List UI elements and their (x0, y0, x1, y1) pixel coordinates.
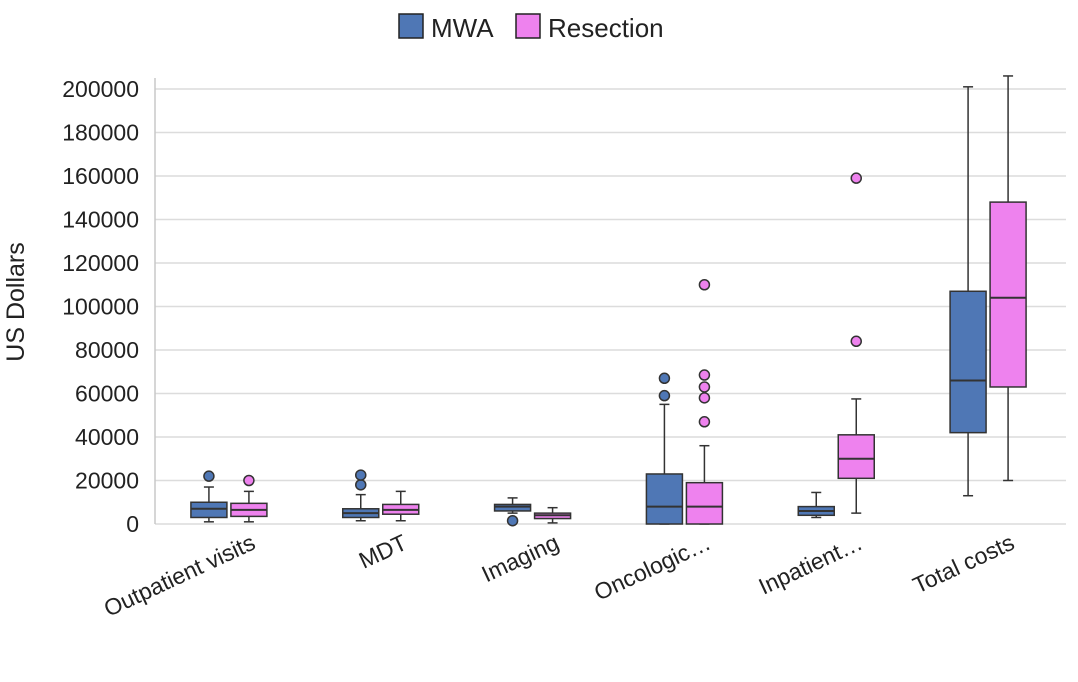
y-tick-label: 60000 (75, 381, 139, 407)
outlier-point (850, 335, 862, 348)
box-mwa-2 (493, 497, 532, 527)
legend-label-mwa: MWA (431, 13, 494, 43)
box-mwa-3 (645, 372, 684, 525)
box-resection-4 (837, 172, 875, 514)
box-mwa-1 (342, 469, 380, 522)
y-tick-label: 200000 (62, 76, 139, 102)
legend: MWA Resection (398, 13, 664, 43)
legend-swatch-mwa (398, 13, 424, 39)
x-tick-label: Total costs (909, 529, 1018, 598)
y-axis-ticks: 0 20000 40000 60000 80000 100000 120000 140000 1… (62, 76, 139, 537)
box-resection-2 (533, 506, 572, 524)
box-iqr (190, 501, 228, 519)
x-tick-label: MDT (355, 529, 411, 574)
outlier-point (658, 389, 671, 402)
y-tick-label: 180000 (62, 120, 139, 146)
box-resection-5 (989, 75, 1027, 482)
legend-swatch-resection (515, 13, 541, 39)
outlier-point (355, 469, 367, 481)
outlier-point (243, 474, 255, 487)
outlier-point (203, 470, 215, 482)
box-iqr (949, 290, 987, 434)
x-tick-label: Outpatient visits (100, 529, 259, 622)
outlier-point (698, 279, 711, 291)
outlier-point (698, 416, 711, 428)
x-tick-label: Inpatient… (755, 529, 867, 600)
y-tick-label: 120000 (62, 250, 139, 276)
gridlines (155, 88, 1066, 525)
x-tick-label: Imaging (478, 529, 563, 587)
legend-label-resection: Resection (548, 13, 664, 43)
box-iqr (837, 434, 875, 480)
y-tick-label: 20000 (75, 468, 139, 494)
box-series (190, 75, 1027, 527)
outlier-point (850, 172, 862, 184)
y-tick-label: 140000 (62, 207, 139, 233)
box-iqr (989, 201, 1027, 388)
y-tick-label: 80000 (75, 337, 139, 363)
y-tick-label: 160000 (62, 163, 139, 189)
box-mwa-4 (797, 491, 835, 519)
box-iqr (493, 503, 532, 512)
box-mwa-0 (190, 470, 228, 523)
box-resection-3 (685, 279, 724, 525)
outlier-point (506, 514, 519, 527)
y-tick-label: 40000 (75, 424, 139, 450)
box-resection-0 (230, 474, 268, 523)
y-axis-label: US Dollars (2, 242, 30, 361)
outlier-point (658, 372, 671, 385)
box-mwa-5 (949, 86, 987, 497)
box-resection-1 (382, 490, 420, 522)
outlier-point (698, 381, 711, 393)
outlier-point (698, 369, 711, 381)
box-iqr (645, 473, 684, 525)
y-tick-label: 0 (126, 511, 139, 537)
x-axis-ticks: Outpatient visits MDT Imaging Oncologic… Inp… (100, 529, 1018, 622)
outlier-point (355, 479, 367, 491)
y-tick-label: 100000 (62, 294, 139, 320)
x-tick-label: Oncologic… (590, 529, 715, 606)
box-iqr (685, 481, 724, 525)
outlier-point (698, 392, 711, 404)
